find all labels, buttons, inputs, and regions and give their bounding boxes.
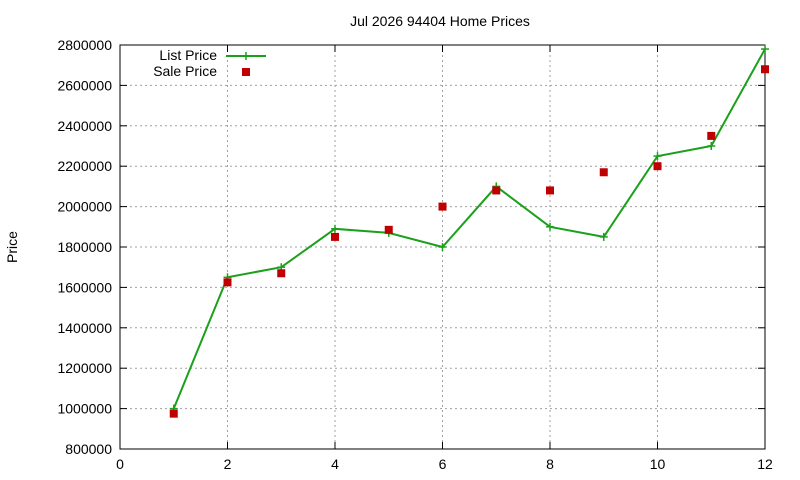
sale-price-point <box>653 162 662 171</box>
x-tick-label: 0 <box>116 456 124 472</box>
sale-price-point <box>223 278 232 287</box>
x-tick-label: 6 <box>439 456 447 472</box>
y-tick-label: 2200000 <box>57 158 112 174</box>
y-tick-label: 800000 <box>65 441 112 457</box>
y-tick-label: 1600000 <box>57 279 112 295</box>
plot-frame <box>119 44 766 450</box>
chart-title: Jul 2026 94404 Home Prices <box>350 13 530 29</box>
y-tick-label: 1000000 <box>57 401 112 417</box>
y-axis-label: Price <box>4 231 20 263</box>
y-tick-label: 2400000 <box>57 118 112 134</box>
list-price-point <box>438 243 447 251</box>
y-tick-label: 1400000 <box>57 320 112 336</box>
sale-price-point <box>761 65 769 74</box>
list-price-point <box>546 222 554 231</box>
legend: List Price Sale Price <box>153 47 266 79</box>
sale-price-point <box>492 186 501 195</box>
legend-marker-list-price <box>242 52 250 60</box>
x-tick-label: 4 <box>331 456 339 472</box>
y-tick-label: 1800000 <box>57 239 112 255</box>
sale-price-point <box>384 225 393 234</box>
y-tick-label: 1200000 <box>57 360 112 376</box>
sale-price-point <box>277 269 286 278</box>
legend-label-list-price: List Price <box>159 47 217 63</box>
list-price-point <box>599 232 608 241</box>
list-price-point <box>653 152 662 161</box>
legend-label-sale-price: Sale Price <box>153 63 217 79</box>
x-tick-label: 2 <box>224 456 232 472</box>
y-tick-label: 2000000 <box>57 199 112 215</box>
list-price-line <box>172 48 766 409</box>
list-price-point <box>331 224 339 233</box>
sale-price-point <box>707 131 716 140</box>
y-tick-label: 2600000 <box>57 77 112 93</box>
list-price-point <box>761 45 769 54</box>
x-tick-label: 10 <box>650 456 666 472</box>
x-tick-label: 8 <box>546 456 554 472</box>
y-tick-label: 2800000 <box>57 37 112 53</box>
list-price-point <box>707 142 716 150</box>
sale-price-point <box>438 202 447 211</box>
sale-price-point <box>331 232 339 241</box>
series-layer <box>169 45 769 418</box>
sale-price-point <box>169 409 178 418</box>
sale-price-point <box>546 186 554 195</box>
ticks: 800000 1000000 1200000 1400000 1600000 180000… <box>57 37 773 472</box>
legend-swatch-sale-price <box>242 68 250 76</box>
sale-price-point <box>599 168 608 177</box>
x-tick-label: 12 <box>757 456 773 472</box>
